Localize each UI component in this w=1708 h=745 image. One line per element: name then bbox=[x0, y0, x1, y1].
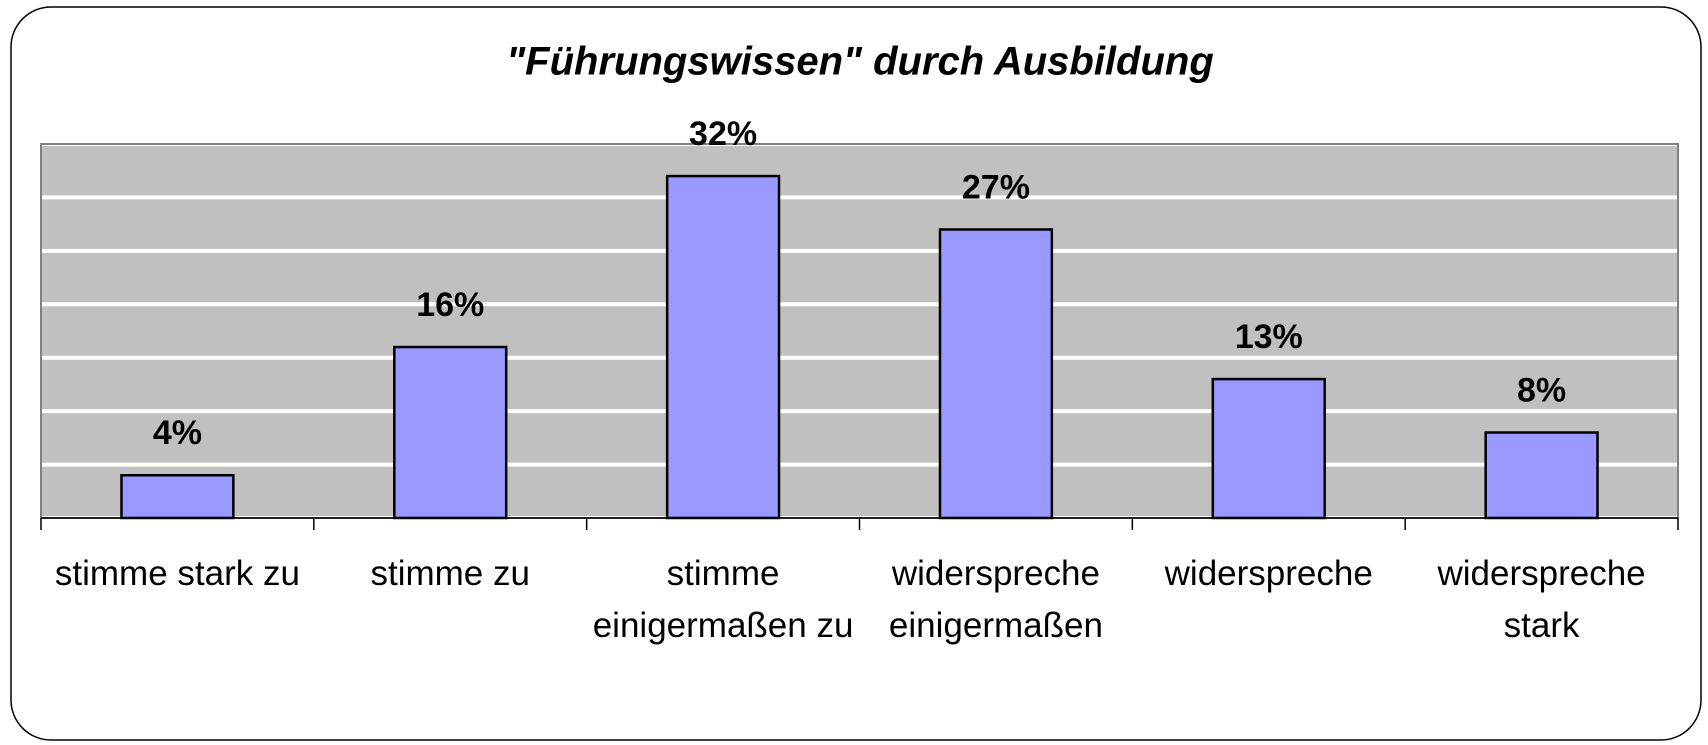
value-label: 4% bbox=[153, 414, 202, 452]
x-tick-label: widerspreche bbox=[1164, 554, 1373, 593]
bar bbox=[665, 174, 781, 520]
x-tick-label: widerspreche einigermaßen bbox=[888, 554, 1103, 645]
bar bbox=[120, 474, 235, 520]
bar bbox=[1484, 431, 1599, 520]
x-tick-label: stimme einigermaßen zu bbox=[592, 554, 854, 645]
bar bbox=[1211, 377, 1326, 520]
x-tick-label: stimme stark zu bbox=[54, 554, 300, 593]
bar bbox=[938, 228, 1054, 520]
value-label: 32% bbox=[689, 115, 757, 153]
value-label: 13% bbox=[1235, 318, 1303, 356]
x-tick-label: widerspreche stark bbox=[1437, 554, 1646, 645]
value-label: 27% bbox=[962, 168, 1030, 206]
chart-title: "Führungswissen" durch Ausbildung bbox=[506, 40, 1214, 84]
plot-area bbox=[41, 144, 1678, 518]
value-label: 16% bbox=[416, 286, 484, 324]
x-tick-label: stimme zu bbox=[370, 554, 530, 593]
value-label: 8% bbox=[1517, 371, 1566, 409]
bar bbox=[393, 345, 508, 520]
